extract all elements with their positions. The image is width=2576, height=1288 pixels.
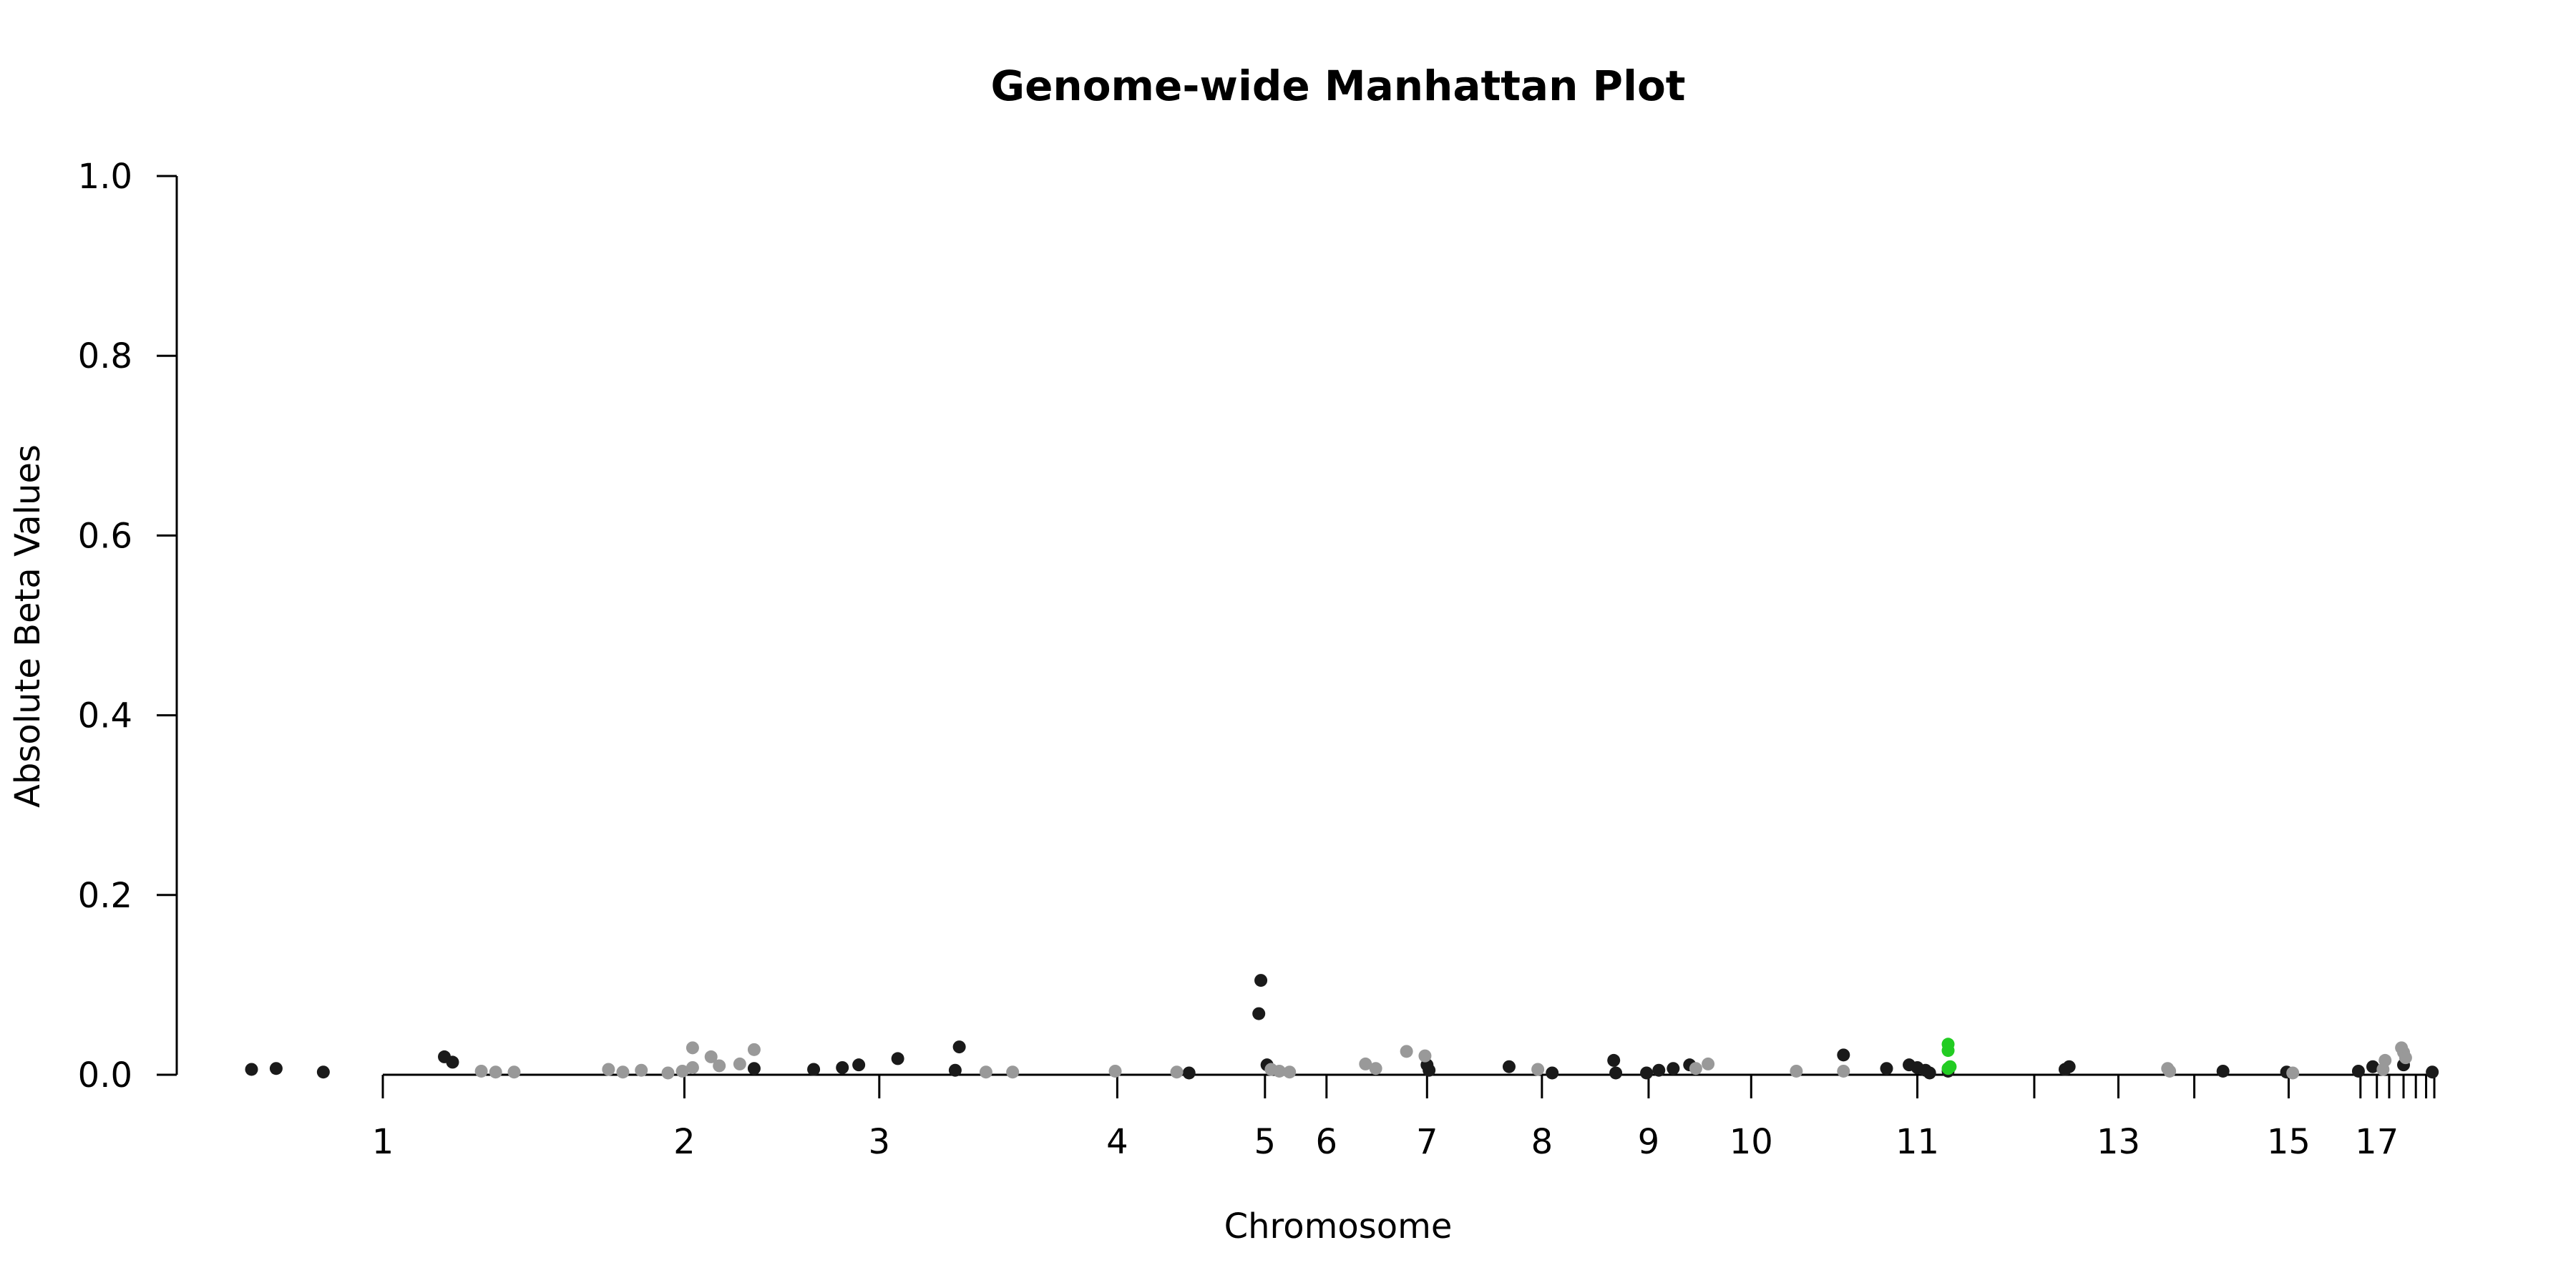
data-point-dark bbox=[891, 1052, 904, 1065]
data-point-dark bbox=[2062, 1060, 2076, 1073]
data-point-dark bbox=[1923, 1066, 1936, 1080]
data-point-dark bbox=[1837, 1048, 1850, 1062]
data-point-dark bbox=[807, 1063, 821, 1076]
data-point-light bbox=[661, 1066, 675, 1080]
data-point-light bbox=[686, 1041, 699, 1055]
data-point-light bbox=[675, 1064, 689, 1078]
x-tick-label: 10 bbox=[1729, 1122, 1773, 1162]
y-tick-label: 1.0 bbox=[78, 157, 132, 197]
y-tick-label: 0.4 bbox=[78, 696, 132, 736]
data-point-light bbox=[686, 1060, 699, 1074]
data-point-light bbox=[489, 1065, 502, 1079]
data-point-light bbox=[1359, 1057, 1372, 1070]
data-point-light bbox=[1170, 1065, 1184, 1079]
x-tick-label: 9 bbox=[1638, 1122, 1660, 1162]
data-point-light bbox=[635, 1063, 648, 1077]
x-tick-label: 6 bbox=[1316, 1122, 1338, 1162]
data-point-light bbox=[1272, 1064, 1286, 1078]
data-point-light bbox=[1108, 1064, 1122, 1078]
data-point-light bbox=[1837, 1064, 1850, 1078]
data-point-light bbox=[713, 1059, 726, 1073]
data-point-dark bbox=[852, 1058, 866, 1072]
data-point-light bbox=[602, 1063, 615, 1076]
chart-title: Genome-wide Manhattan Plot bbox=[990, 62, 1685, 110]
data-point-dark bbox=[836, 1060, 849, 1074]
data-point-dark bbox=[948, 1063, 962, 1077]
x-tick-label: 15 bbox=[2267, 1122, 2311, 1162]
data-point-dark bbox=[1182, 1066, 1196, 1080]
data-point-dark bbox=[1254, 974, 1268, 987]
data-point-dark bbox=[2366, 1060, 2379, 1073]
data-point-dark bbox=[1609, 1066, 1623, 1080]
y-axis: 0.0 0.2 0.4 0.6 0.8 1.0 bbox=[78, 157, 178, 1096]
data-point-dark bbox=[1652, 1063, 1666, 1077]
data-point-light bbox=[2376, 1063, 2390, 1076]
data-point-dark bbox=[1667, 1062, 1680, 1075]
x-tick-label: 5 bbox=[1254, 1122, 1277, 1162]
data-point-light bbox=[733, 1057, 746, 1070]
data-point-dark bbox=[1502, 1060, 1516, 1073]
x-tick-label: 8 bbox=[1531, 1122, 1553, 1162]
data-point-dark bbox=[1423, 1063, 1436, 1077]
y-axis-label: Absolute Beta Values bbox=[8, 444, 48, 808]
data-point-dark bbox=[269, 1062, 283, 1075]
data-point-light bbox=[2163, 1064, 2177, 1078]
y-tick-label: 0.8 bbox=[78, 336, 132, 376]
x-axis: 1 2 3 4 5 6 7 8 9 10 11 13 15 17 bbox=[372, 1073, 2436, 1162]
x-tick-label: 1 bbox=[372, 1122, 394, 1162]
data-point-light bbox=[1790, 1064, 1803, 1078]
data-point-light bbox=[747, 1043, 761, 1056]
data-point-dark bbox=[446, 1055, 459, 1069]
data-point-light bbox=[704, 1050, 718, 1063]
data-point-light bbox=[616, 1065, 630, 1079]
y-tick-label: 0.6 bbox=[78, 516, 132, 556]
x-tick-label: 13 bbox=[2097, 1122, 2140, 1162]
data-point-dark bbox=[952, 1040, 966, 1054]
data-point-dark bbox=[1640, 1066, 1654, 1080]
data-point-light bbox=[1689, 1062, 1702, 1075]
x-tick-label: 4 bbox=[1106, 1122, 1128, 1162]
data-point-light bbox=[474, 1064, 488, 1078]
data-point-light bbox=[507, 1065, 521, 1079]
data-point-light bbox=[1369, 1062, 1382, 1075]
data-point-light bbox=[1400, 1045, 1413, 1058]
y-tick-label: 0.2 bbox=[78, 876, 132, 916]
data-point-dark bbox=[316, 1065, 330, 1079]
data-point-dark bbox=[2426, 1065, 2439, 1079]
x-axis-label: Chromosome bbox=[1224, 1206, 1453, 1246]
data-point-light bbox=[1702, 1057, 1715, 1070]
data-point-dark bbox=[1880, 1062, 1893, 1075]
data-point-dark bbox=[1546, 1066, 1559, 1080]
x-tick-label: 2 bbox=[673, 1122, 696, 1162]
data-point-dark bbox=[2216, 1064, 2230, 1078]
x-tick-label: 7 bbox=[1416, 1122, 1438, 1162]
data-point-dark bbox=[245, 1063, 258, 1076]
data-point-dark bbox=[747, 1062, 761, 1075]
data-point-light bbox=[2286, 1066, 2300, 1080]
data-point-dark bbox=[1252, 1007, 1266, 1020]
data-point-highlight bbox=[1941, 1062, 1955, 1075]
data-point-dark bbox=[2351, 1064, 2365, 1078]
data-point-light bbox=[1006, 1065, 1020, 1079]
data-point-light bbox=[2399, 1051, 2412, 1065]
y-tick-label: 0.0 bbox=[78, 1055, 132, 1096]
data-point-light bbox=[1283, 1065, 1297, 1079]
x-tick-label: 3 bbox=[869, 1122, 891, 1162]
data-points bbox=[245, 974, 2439, 1080]
data-point-light bbox=[1531, 1063, 1545, 1076]
data-point-highlight bbox=[1941, 1044, 1955, 1058]
x-tick-label: 17 bbox=[2355, 1122, 2399, 1162]
data-point-light bbox=[979, 1065, 992, 1079]
data-point-dark bbox=[1607, 1053, 1621, 1067]
data-point-light bbox=[1418, 1049, 1432, 1063]
x-tick-label: 11 bbox=[1896, 1122, 1939, 1162]
